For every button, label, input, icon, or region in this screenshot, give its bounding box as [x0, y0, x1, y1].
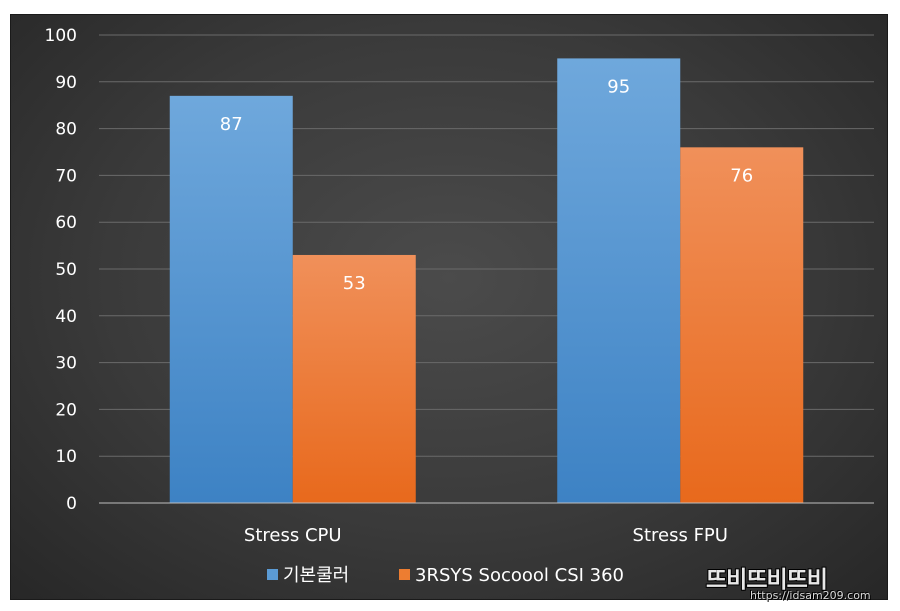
- watermark-logo: 뜨비뜨비뜨비: [706, 567, 828, 593]
- chart-area: 87 53 95 76 0 10 20 30 40 50 60 70 80 90 100 Stress C…: [10, 14, 888, 600]
- y-tick-label: 20: [55, 400, 77, 420]
- bar: [680, 147, 804, 503]
- watermark-url: https://idsam209.com: [750, 589, 871, 602]
- data-label: 87: [220, 114, 243, 135]
- legend-label: 기본쿨러: [283, 565, 349, 586]
- bar: [169, 95, 293, 503]
- y-tick-label: 50: [55, 260, 77, 280]
- y-tick-label: 40: [55, 307, 77, 327]
- x-axis: Stress CPU Stress FPU: [244, 525, 728, 546]
- legend-label: 3RSYS Socoool CSI 360: [415, 565, 624, 586]
- legend-swatch: [399, 569, 410, 580]
- bar: [557, 58, 681, 504]
- x-tick-label: Stress CPU: [244, 525, 342, 546]
- y-tick-label: 70: [55, 166, 77, 186]
- data-labels: 87 53 95 76: [220, 76, 753, 294]
- y-tick-label: 100: [45, 26, 77, 46]
- legend: 기본쿨러 3RSYS Socoool CSI 360: [267, 565, 624, 586]
- watermark: 뜨비뜨비뜨비 https://idsam209.com: [706, 560, 890, 606]
- data-label: 53: [343, 273, 366, 294]
- bar: [292, 254, 416, 503]
- y-tick-label: 60: [55, 213, 77, 233]
- data-label: 76: [730, 165, 753, 186]
- legend-swatch: [267, 569, 278, 580]
- bar-chart: 87 53 95 76 0 10 20 30 40 50 60 70 80 90 100 Stress C…: [45, 26, 874, 586]
- y-tick-label: 90: [55, 73, 77, 93]
- y-tick-label: 30: [55, 354, 77, 374]
- y-axis: 0 10 20 30 40 50 60 70 80 90 100: [45, 26, 874, 514]
- x-tick-label: Stress FPU: [633, 525, 728, 546]
- y-tick-label: 80: [55, 120, 77, 140]
- bars: [169, 58, 804, 504]
- data-label: 95: [607, 76, 630, 97]
- y-tick-label: 0: [66, 494, 77, 514]
- y-tick-label: 10: [55, 447, 77, 467]
